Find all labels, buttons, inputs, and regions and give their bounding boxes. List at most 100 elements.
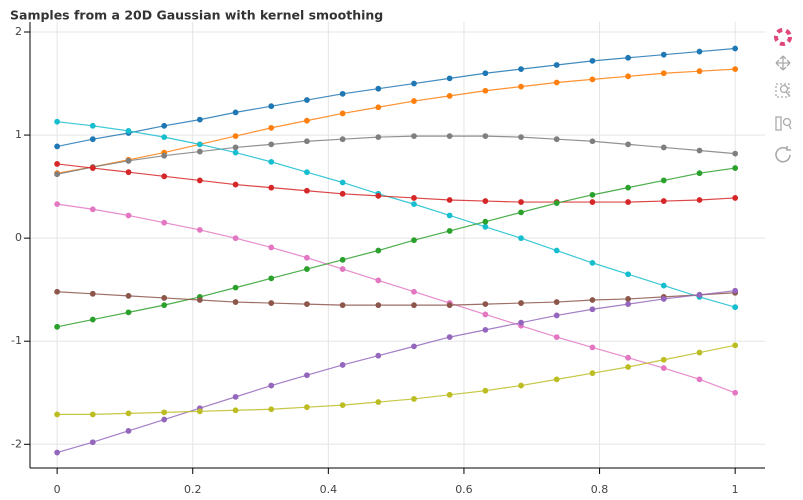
point: [304, 138, 310, 145]
point: [54, 143, 61, 150]
point: [375, 247, 382, 254]
point: [196, 177, 203, 184]
point: [304, 187, 310, 194]
point: [339, 136, 346, 143]
point: [518, 300, 524, 306]
point: [125, 309, 132, 316]
series-line: [57, 121, 736, 308]
wheel-zoom-tool[interactable]: [775, 116, 792, 131]
point: [196, 116, 203, 123]
point: [446, 228, 453, 234]
point: [268, 124, 275, 131]
point: [411, 343, 417, 350]
point: [232, 235, 239, 242]
point: [304, 266, 310, 272]
bokeh-logo[interactable]: [774, 28, 792, 46]
point: [125, 128, 132, 134]
point: [268, 158, 275, 165]
point: [660, 70, 667, 77]
point: [696, 68, 703, 75]
point: [518, 209, 524, 216]
point: [161, 152, 168, 159]
point: [411, 302, 417, 309]
point: [304, 301, 310, 308]
point: [339, 256, 346, 263]
point: [304, 97, 310, 103]
point: [446, 93, 453, 99]
point: [518, 199, 524, 205]
point: [268, 103, 275, 110]
point: [446, 75, 453, 82]
point: [696, 376, 703, 383]
point: [339, 179, 346, 186]
point: [589, 76, 596, 83]
point: [518, 382, 524, 389]
point: [89, 290, 96, 297]
point: [196, 148, 203, 155]
point: [304, 404, 310, 411]
point: [732, 304, 739, 311]
point: [375, 134, 382, 141]
point: [196, 226, 203, 233]
point: [518, 319, 524, 326]
point: [625, 184, 632, 191]
point: [232, 109, 239, 116]
point: [553, 62, 560, 68]
point: [553, 312, 560, 319]
point: [411, 288, 417, 295]
point: [589, 57, 596, 64]
point: [446, 133, 453, 140]
point: [125, 157, 132, 164]
point: [89, 206, 96, 213]
point: [339, 190, 346, 197]
point: [553, 376, 560, 383]
point: [625, 301, 632, 308]
point: [482, 301, 489, 308]
point: [268, 244, 275, 251]
point: [411, 237, 417, 244]
point: [696, 291, 703, 298]
x-tick-label: 1: [732, 483, 739, 496]
point: [696, 170, 703, 177]
x-tick-label: 0.6: [455, 483, 473, 496]
x-tick-label: 0.2: [184, 483, 202, 496]
chart-title: Samples from a 20D Gaussian with kernel …: [10, 8, 383, 23]
point: [375, 352, 382, 359]
point: [268, 141, 275, 148]
point: [589, 191, 596, 198]
point: [732, 165, 739, 171]
point: [268, 406, 275, 413]
point: [482, 387, 489, 394]
point: [161, 302, 168, 309]
point: [446, 197, 453, 203]
point: [411, 133, 417, 140]
point: [339, 110, 346, 117]
point: [54, 161, 61, 167]
series-line: [57, 203, 736, 394]
x-tick-label: 0.4: [320, 483, 338, 496]
point: [696, 197, 703, 203]
point: [89, 122, 96, 129]
pan-tool[interactable]: [775, 55, 791, 71]
point: [196, 297, 203, 303]
point: [125, 410, 132, 417]
box-zoom-tool[interactable]: [775, 83, 791, 98]
point: [232, 284, 239, 291]
point: [54, 201, 61, 208]
point: [375, 399, 382, 405]
point: [268, 382, 275, 389]
point: [625, 141, 632, 148]
point: [54, 118, 61, 125]
point: [482, 133, 489, 140]
x-tick-label: 0.8: [591, 483, 609, 496]
point: [411, 98, 417, 104]
point: [589, 306, 596, 313]
point: [125, 212, 132, 219]
point: [625, 354, 632, 361]
reset-tool[interactable]: [775, 146, 791, 163]
point: [125, 169, 132, 176]
series-line: [57, 47, 736, 147]
point: [268, 275, 275, 282]
point: [304, 169, 310, 176]
